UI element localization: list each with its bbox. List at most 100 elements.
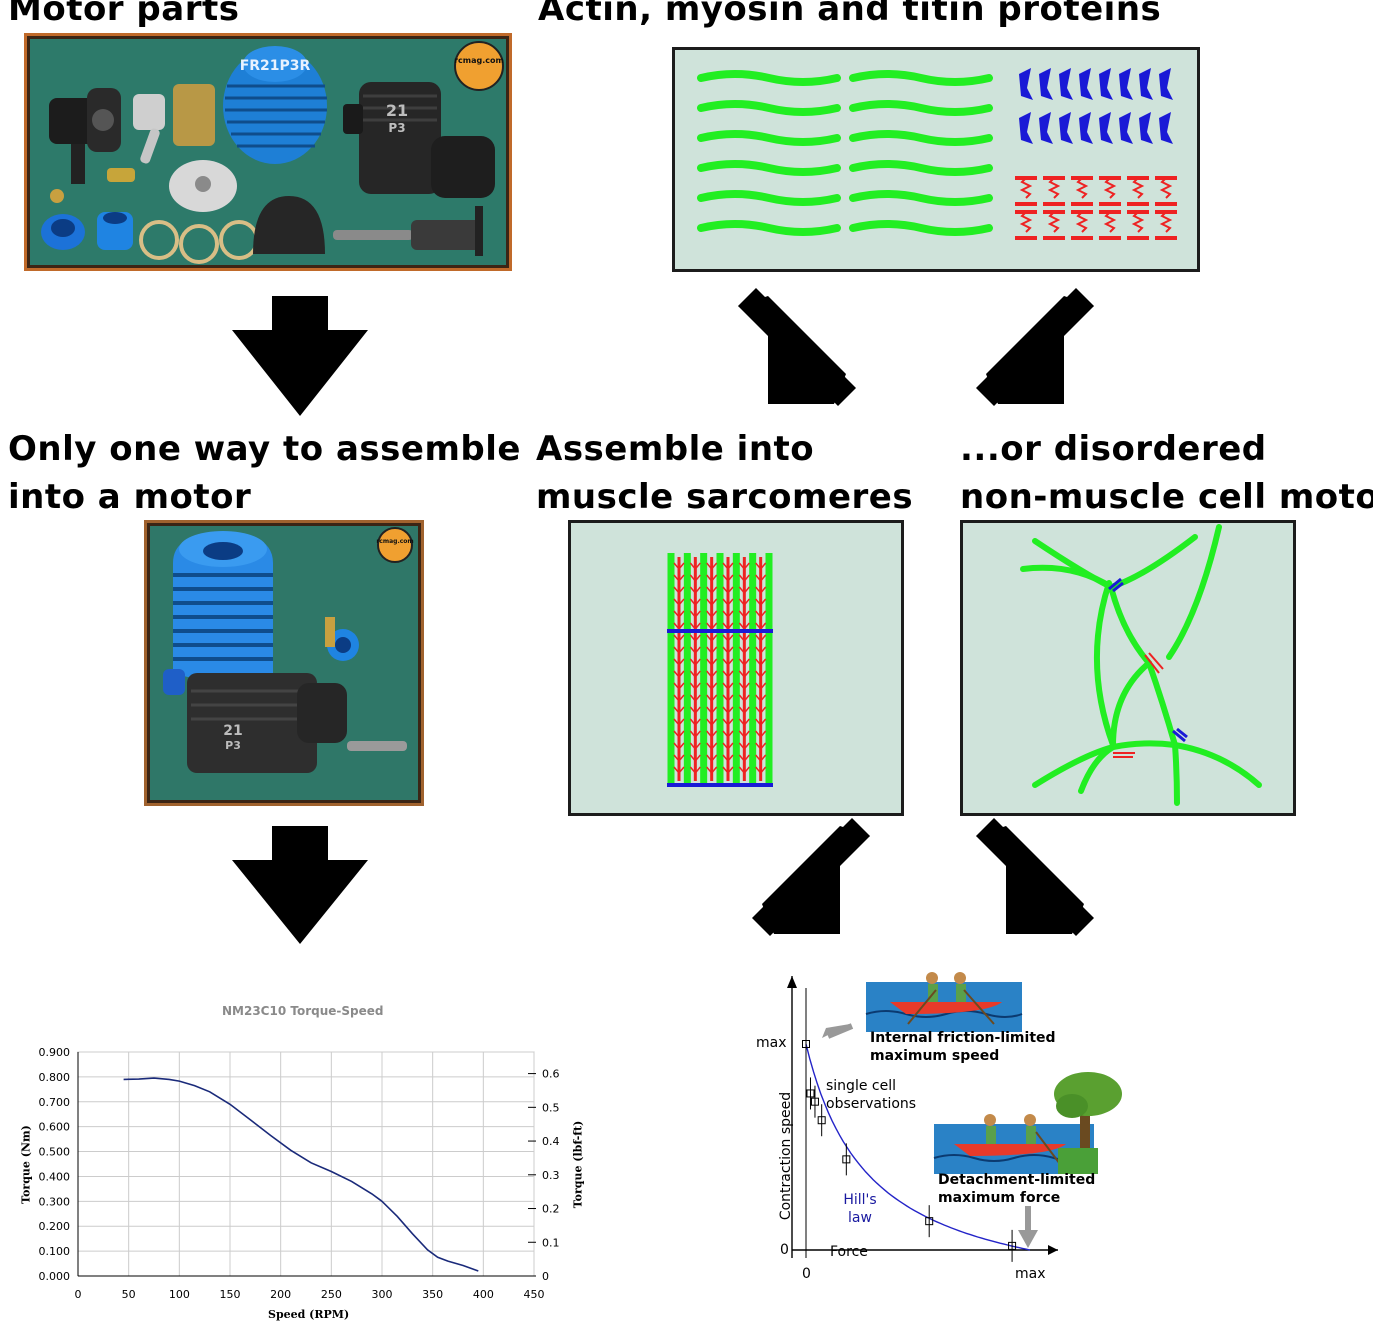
myosin-molecule [1039,112,1053,144]
annotation-max-force-2: maximum force [938,1190,1061,1206]
actin-filament [697,160,841,176]
y2-tick-label: 0.2 [542,1203,560,1216]
cover-part [253,196,325,254]
x-axis-arrow-icon [1048,1245,1058,1255]
y-tick-label: 0.300 [39,1195,71,1208]
titin-molecule [1015,210,1037,240]
down-arrow-icon-2 [232,826,368,944]
proteins-panel [672,47,1200,272]
block-label-2: P3 [388,121,405,135]
actin-filament [697,220,841,236]
y2-tick-label: 0.5 [542,1101,560,1114]
plot-area [77,1051,535,1277]
titin-molecule [1155,176,1177,206]
piston-part [133,94,165,164]
y-tick-label: 0.000 [39,1270,71,1283]
sleeve-part [173,84,215,146]
svg-text:rcmag.com: rcmag.com [454,56,504,65]
titin-molecule [1099,176,1121,206]
heading-other-1: ...or disordered [960,429,1267,469]
y-tick-label: 0.600 [39,1121,71,1134]
data-point [810,1097,819,1106]
torque-y2-title: Torque (lbf-ft) [571,1120,585,1209]
engine-body: 21 P3 [163,617,407,773]
myosin-molecule [1139,68,1153,100]
titin-molecule [1071,176,1093,206]
heading-proteins: Actin, myosin and titin proteins [538,0,1162,29]
gasket-rings [139,220,259,264]
rowers-stuck-illustration [933,1072,1122,1174]
engine-block-label-1: 21 [223,723,242,739]
myosin-molecule [1119,68,1133,100]
rowers-fast-illustration [865,972,1023,1032]
y-tick-label: 0.200 [39,1220,71,1233]
block-label-1: 21 [386,101,408,120]
annotation-single-cell-1: single cell [826,1078,896,1094]
y-tick-label: 0.700 [39,1096,71,1109]
x-tick-label: 350 [422,1288,443,1301]
myosin-molecule [1019,68,1033,100]
myosin-molecule [1059,68,1073,100]
annotation-max-speed-1: Internal friction-limited [870,1030,1056,1046]
heading-motor-parts: Motor parts [8,0,240,29]
rcmag-logo: rcmag.com [454,41,504,91]
myosin-molecule [1119,112,1133,144]
x-tick-label: 100 [169,1288,190,1301]
torque-chart-title: NM23C10 Torque-Speed [222,1004,384,1018]
titin-molecule [1155,210,1177,240]
myosin-molecule [1079,112,1093,144]
blue-nut-part [97,212,133,250]
hill-y-tick-max: max [756,1035,787,1051]
y2-tick-label: 0.6 [542,1068,560,1081]
y-tick-label: 0.400 [39,1170,71,1183]
hill-x-tick-zero: 0 [802,1266,811,1282]
hill-x-tick-max: max [1015,1266,1046,1282]
myosin-molecule [1139,112,1153,144]
engine-block-part: 21 P3 [343,82,495,198]
titin-cluster-bottom [1113,752,1135,758]
data-point [1008,1241,1017,1250]
svg-text:rcmag.com: rcmag.com [376,538,413,545]
myosin-molecule [1099,68,1113,100]
x-tick-label: 150 [220,1288,241,1301]
pointer-arrow-icon-bottom [1018,1230,1038,1248]
motor-parts-photo: FR21P3R 21 P3 rcmag.com [24,33,512,271]
carburettor-part [49,88,135,184]
down-left-arrow-icon-2 [752,818,870,936]
annotation-max-speed-2: maximum speed [870,1048,1000,1064]
engine-photo: 21 P3 rcmag.com [144,520,424,806]
myosin-molecule [1039,68,1053,100]
myosin-molecule [1059,112,1073,144]
torque-x-title: Speed (RPM) [268,1308,350,1321]
titin-molecule [1015,176,1037,206]
y2-tick-label: 0.4 [542,1135,560,1148]
y2-tick-label: 0.1 [542,1236,560,1249]
data-point [802,1040,810,1048]
actin-filament [697,100,841,116]
hill-y-tick-zero: 0 [780,1242,789,1258]
actin-filament [849,130,993,146]
x-tick-label: 450 [524,1288,545,1301]
blue-cap-part [41,214,85,250]
y-tick-label: 0.800 [39,1071,71,1084]
annotation-single-cell-2: observations [826,1096,917,1112]
y2-tick-label: 0 [542,1270,549,1283]
torque-y-title: Torque (Nm) [19,1125,33,1204]
hill-plot [787,972,1122,1262]
annotation-max-force-1: Detachment-limited [938,1172,1096,1188]
actin-filament [849,190,993,206]
actin-filament [697,70,841,86]
y-tick-label: 0.500 [39,1146,71,1159]
x-tick-label: 50 [122,1288,136,1301]
titin-molecule [1071,210,1093,240]
data-point [925,1217,934,1226]
data-point [842,1155,851,1164]
actin-filament [849,70,993,86]
myosin-cluster-bottom [1172,727,1188,743]
myosin-cluster-top [1108,577,1124,593]
down-right-arrow-icon [976,288,1094,406]
titin-molecule [1099,210,1121,240]
x-tick-label: 250 [321,1288,342,1301]
data-point [817,1116,826,1125]
x-tick-label: 200 [270,1288,291,1301]
